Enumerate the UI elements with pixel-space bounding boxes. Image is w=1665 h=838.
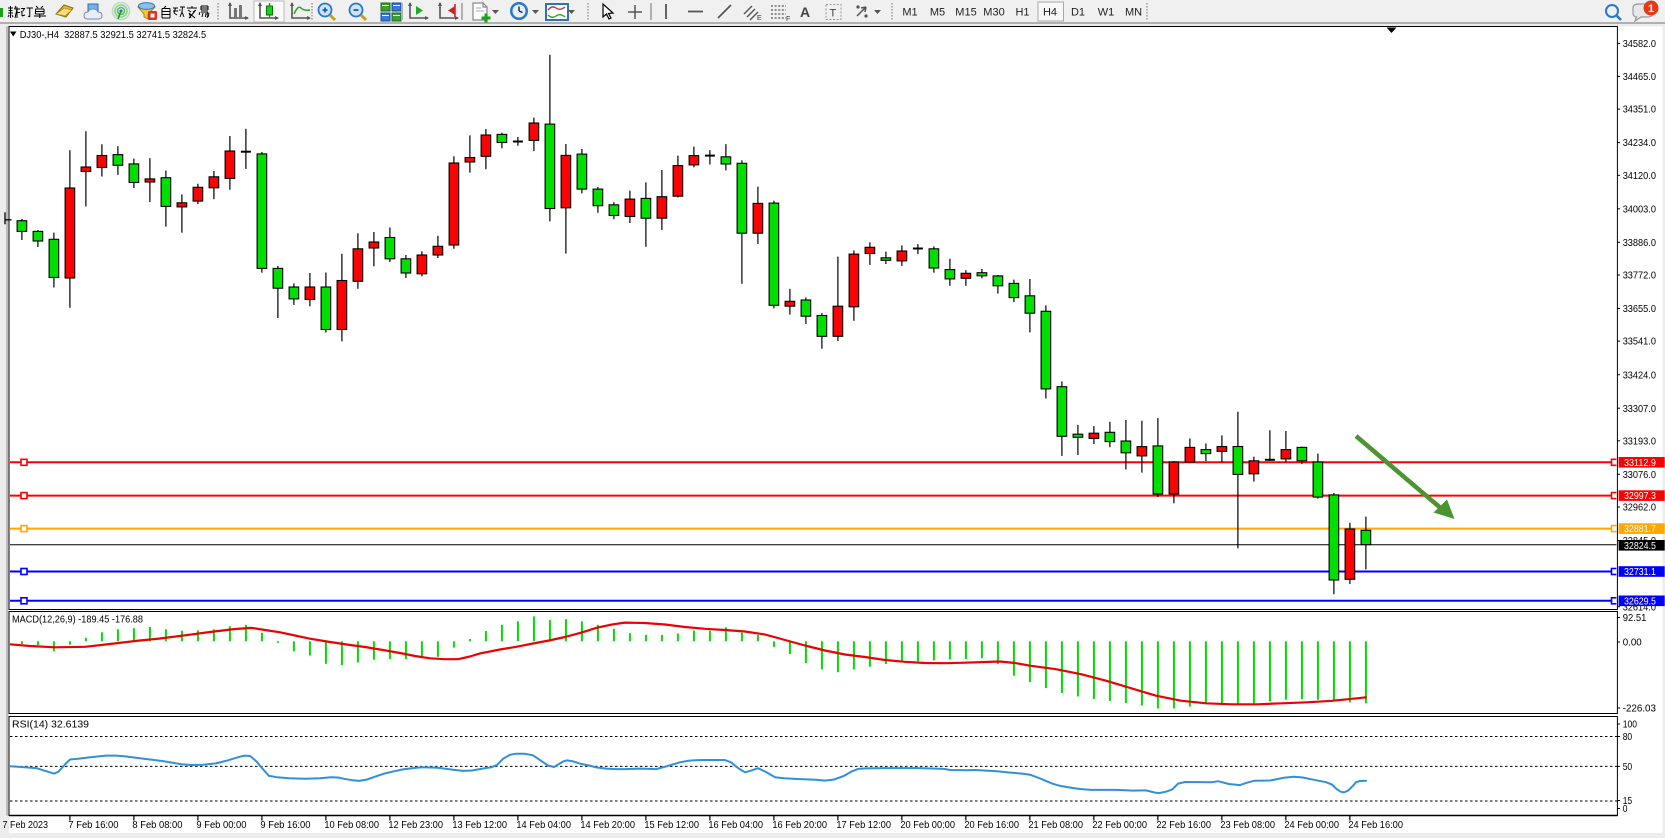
svg-text:32824.5: 32824.5 [1624,541,1656,552]
svg-text:34234.0: 34234.0 [1623,138,1657,149]
svg-text:T: T [830,8,837,20]
svg-text:32614.0: 32614.0 [1623,602,1657,613]
svg-text:33541.0: 33541.0 [1623,337,1657,348]
svg-text:M1: M1 [902,7,917,19]
svg-text:24 Feb 16:00: 24 Feb 16:00 [1348,819,1403,831]
svg-text:22 Feb 00:00: 22 Feb 00:00 [1092,819,1147,831]
svg-text:A: A [800,4,810,20]
svg-text:14 Feb 20:00: 14 Feb 20:00 [580,819,635,831]
svg-text:9 Feb 00:00: 9 Feb 00:00 [196,819,246,831]
svg-text:50: 50 [1623,762,1633,773]
svg-text:20 Feb 00:00: 20 Feb 00:00 [900,819,955,831]
svg-text:34351.0: 34351.0 [1623,105,1657,116]
svg-text:22 Feb 16:00: 22 Feb 16:00 [1156,819,1211,831]
svg-text:33076.0: 33076.0 [1623,470,1657,481]
svg-text:24 Feb 00:00: 24 Feb 00:00 [1284,819,1339,831]
svg-text:RSI(14) 32.6139: RSI(14) 32.6139 [12,719,89,731]
svg-text:32881.7: 32881.7 [1624,524,1656,535]
svg-text:D1: D1 [1071,7,1085,19]
svg-text:14 Feb 04:00: 14 Feb 04:00 [516,819,571,831]
svg-text:32629.5: 32629.5 [1624,596,1656,607]
svg-text:33655.0: 33655.0 [1623,304,1657,315]
svg-text:7 Feb 16:00: 7 Feb 16:00 [68,819,118,831]
svg-text:32997.3: 32997.3 [1624,491,1656,502]
svg-text:MACD(12,26,9) -189.45 -176.88: MACD(12,26,9) -189.45 -176.88 [12,614,143,626]
svg-text:H1: H1 [1015,7,1029,19]
svg-text:1: 1 [1648,3,1654,15]
svg-text:13 Feb 12:00: 13 Feb 12:00 [452,819,507,831]
svg-text:34582.0: 34582.0 [1623,39,1657,50]
svg-text:33886.0: 33886.0 [1623,238,1657,249]
svg-text:21 Feb 08:00: 21 Feb 08:00 [1028,819,1083,831]
svg-text:H4: H4 [1043,7,1057,19]
svg-text:80: 80 [1623,732,1633,743]
svg-text:33772.0: 33772.0 [1623,271,1657,282]
svg-text:M5: M5 [930,7,945,19]
svg-text:DJ30-,H4 32887.5 32921.5 3274: DJ30-,H4 32887.5 32921.5 32741.5 32824.5 [20,29,207,41]
svg-text:0.00: 0.00 [1623,638,1642,649]
svg-text:7 Feb 2023: 7 Feb 2023 [3,819,49,831]
svg-text:E: E [757,15,762,22]
svg-text:100: 100 [1623,720,1638,731]
svg-text:F: F [786,16,790,23]
svg-text:8 Feb 08:00: 8 Feb 08:00 [132,819,182,831]
svg-text:0: 0 [1623,804,1628,815]
svg-text:33307.0: 33307.0 [1623,404,1657,415]
svg-text:34003.0: 34003.0 [1623,204,1657,215]
svg-text:-226.03: -226.03 [1623,704,1657,715]
svg-text:M15: M15 [955,7,976,19]
svg-text:33193.0: 33193.0 [1623,436,1657,447]
svg-text:33112.9: 33112.9 [1624,458,1656,469]
svg-text:32962.0: 32962.0 [1623,503,1657,514]
svg-text:20 Feb 16:00: 20 Feb 16:00 [964,819,1019,831]
svg-text:17 Feb 12:00: 17 Feb 12:00 [836,819,891,831]
svg-text:15: 15 [1623,796,1633,807]
svg-text:12 Feb 23:00: 12 Feb 23:00 [388,819,443,831]
svg-text:16 Feb 20:00: 16 Feb 20:00 [772,819,827,831]
svg-text:23 Feb 08:00: 23 Feb 08:00 [1220,819,1275,831]
svg-text:34120.0: 34120.0 [1623,171,1657,182]
svg-text:MN: MN [1125,7,1142,19]
svg-text:W1: W1 [1098,7,1115,19]
svg-text:34465.0: 34465.0 [1623,72,1657,83]
svg-text:9 Feb 16:00: 9 Feb 16:00 [260,819,310,831]
svg-text:32731.1: 32731.1 [1624,567,1656,578]
svg-text:92.51: 92.51 [1623,613,1647,624]
svg-text:15 Feb 12:00: 15 Feb 12:00 [644,819,699,831]
svg-text:33424.0: 33424.0 [1623,370,1657,381]
svg-text:10 Feb 08:00: 10 Feb 08:00 [324,819,379,831]
svg-text:16 Feb 04:00: 16 Feb 04:00 [708,819,763,831]
svg-text:M30: M30 [983,7,1004,19]
